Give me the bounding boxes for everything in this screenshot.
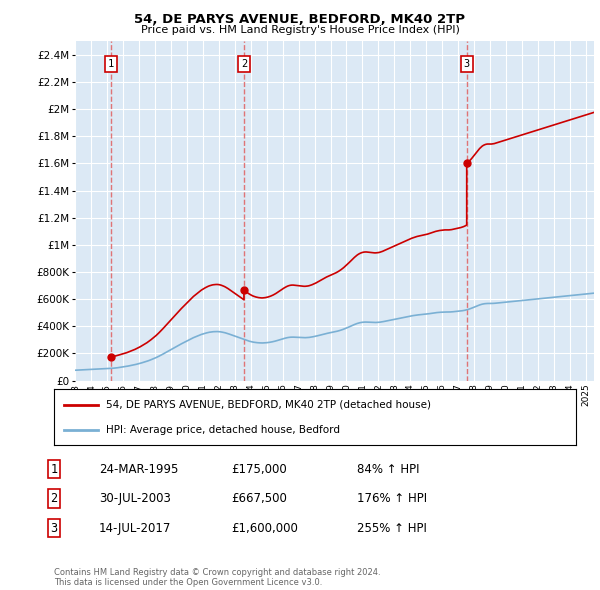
- Text: £175,000: £175,000: [231, 463, 287, 476]
- Text: 3: 3: [464, 60, 470, 70]
- Text: 84% ↑ HPI: 84% ↑ HPI: [357, 463, 419, 476]
- Text: 54, DE PARYS AVENUE, BEDFORD, MK40 2TP: 54, DE PARYS AVENUE, BEDFORD, MK40 2TP: [134, 13, 466, 26]
- Text: 2: 2: [50, 492, 58, 505]
- Text: 24-MAR-1995: 24-MAR-1995: [99, 463, 178, 476]
- Text: HPI: Average price, detached house, Bedford: HPI: Average price, detached house, Bedf…: [106, 425, 340, 435]
- Text: Price paid vs. HM Land Registry's House Price Index (HPI): Price paid vs. HM Land Registry's House …: [140, 25, 460, 35]
- Text: 2: 2: [241, 60, 247, 70]
- Text: 30-JUL-2003: 30-JUL-2003: [99, 492, 171, 505]
- Text: 1: 1: [50, 463, 58, 476]
- Text: 14-JUL-2017: 14-JUL-2017: [99, 522, 172, 535]
- Text: 54, DE PARYS AVENUE, BEDFORD, MK40 2TP (detached house): 54, DE PARYS AVENUE, BEDFORD, MK40 2TP (…: [106, 399, 431, 409]
- Text: 176% ↑ HPI: 176% ↑ HPI: [357, 492, 427, 505]
- Text: £1,600,000: £1,600,000: [231, 522, 298, 535]
- Text: 255% ↑ HPI: 255% ↑ HPI: [357, 522, 427, 535]
- Text: £667,500: £667,500: [231, 492, 287, 505]
- Text: Contains HM Land Registry data © Crown copyright and database right 2024.
This d: Contains HM Land Registry data © Crown c…: [54, 568, 380, 587]
- Text: 1: 1: [107, 60, 114, 70]
- Text: 3: 3: [50, 522, 58, 535]
